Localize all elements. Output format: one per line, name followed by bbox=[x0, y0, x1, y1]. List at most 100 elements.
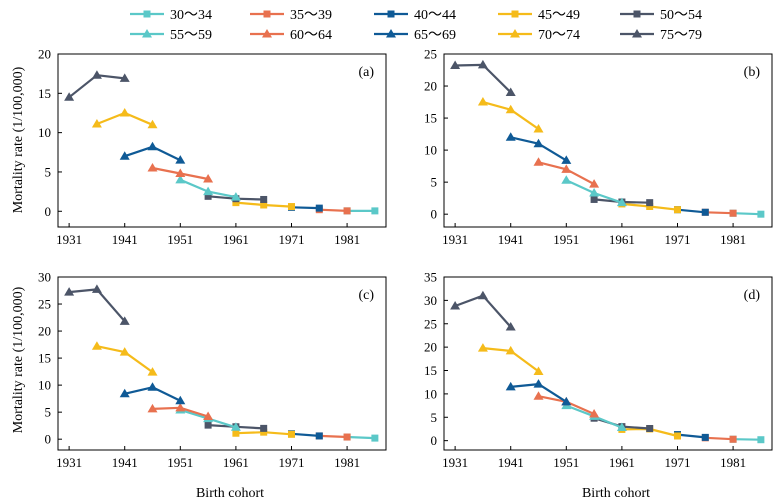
series-line bbox=[68, 288, 126, 323]
data-point bbox=[175, 168, 186, 178]
series bbox=[147, 402, 214, 420]
legend-marker bbox=[633, 10, 641, 18]
x-axis-title-left: Birth cohort bbox=[196, 486, 264, 501]
x-tick-label: 1971 bbox=[278, 232, 304, 247]
data-point bbox=[232, 199, 240, 207]
data-point bbox=[533, 366, 544, 375]
series-line bbox=[455, 63, 512, 94]
series bbox=[119, 382, 186, 405]
x-tick-label: 1961 bbox=[609, 455, 635, 470]
series bbox=[64, 284, 130, 325]
legend-marker bbox=[142, 29, 152, 38]
data-point bbox=[673, 432, 681, 440]
legend-label: 40～44 bbox=[414, 8, 456, 23]
legend-item: 45～49 bbox=[498, 8, 580, 23]
data-point bbox=[616, 197, 627, 207]
data-point bbox=[729, 209, 737, 217]
y-tick-label: 15 bbox=[424, 363, 437, 378]
data-point bbox=[561, 164, 572, 173]
data-point bbox=[119, 316, 130, 325]
series-line bbox=[291, 206, 320, 210]
series-line bbox=[319, 434, 348, 439]
data-point bbox=[230, 422, 241, 431]
legend-item: 30～34 bbox=[130, 8, 212, 23]
data-point bbox=[147, 163, 158, 172]
series-line bbox=[733, 212, 761, 216]
series bbox=[505, 132, 572, 164]
data-point bbox=[175, 155, 186, 164]
legend-label: 75～79 bbox=[660, 28, 702, 43]
y-tick-label: 0 bbox=[45, 432, 52, 447]
legend-item: 65～69 bbox=[374, 28, 456, 43]
data-point bbox=[147, 141, 158, 151]
data-point bbox=[533, 391, 544, 400]
panel-label: (b) bbox=[744, 65, 761, 80]
legend-label: 65～69 bbox=[414, 28, 456, 43]
data-point bbox=[561, 396, 572, 406]
series bbox=[561, 175, 627, 207]
data-point bbox=[203, 186, 214, 196]
y-tick-label: 20 bbox=[424, 340, 437, 355]
series-line bbox=[677, 433, 706, 439]
legend-marker bbox=[386, 29, 396, 38]
data-point bbox=[175, 402, 186, 412]
y-tick-label: 10 bbox=[424, 386, 437, 401]
y-tick-label: 5 bbox=[431, 410, 438, 425]
plot-frame bbox=[443, 53, 773, 228]
series-line bbox=[454, 294, 512, 328]
x-tick-label: 1951 bbox=[167, 455, 193, 470]
legend-marker bbox=[511, 10, 519, 18]
panel: 1931 1941 1951 1961 1971 1981 0 5 10 15 20 (a) bbox=[38, 47, 387, 247]
legend-label: 30～34 bbox=[170, 8, 212, 23]
y-tick-label: 0 bbox=[431, 433, 438, 448]
data-point bbox=[646, 202, 654, 210]
series bbox=[450, 290, 516, 331]
y-axis-title-bottom: Mortality rate (1/100,000) bbox=[11, 286, 26, 433]
data-point bbox=[371, 434, 379, 442]
x-tick-label: 1971 bbox=[664, 455, 690, 470]
x-tick-label: 1931 bbox=[56, 232, 82, 247]
legend-marker bbox=[143, 10, 151, 18]
data-point bbox=[701, 433, 709, 441]
y-tick-label: 25 bbox=[38, 297, 51, 312]
data-point bbox=[505, 322, 516, 331]
legend-label: 60～64 bbox=[290, 28, 332, 43]
data-point bbox=[505, 381, 516, 391]
data-point bbox=[230, 192, 241, 201]
data-point bbox=[477, 290, 488, 300]
y-tick-label: 25 bbox=[424, 316, 437, 331]
data-point bbox=[64, 287, 75, 296]
legend-item: 75～79 bbox=[620, 28, 702, 43]
series-line bbox=[291, 432, 320, 437]
x-tick-label: 1971 bbox=[664, 232, 690, 247]
y-tick-label: 15 bbox=[38, 86, 51, 101]
y-tick-label: 0 bbox=[431, 207, 438, 222]
legend-item: 55～59 bbox=[130, 28, 212, 43]
legend-label: 35～39 bbox=[290, 8, 332, 23]
data-point bbox=[561, 175, 572, 184]
series-line bbox=[677, 208, 706, 214]
data-point bbox=[505, 345, 516, 355]
data-point bbox=[203, 411, 214, 420]
legend-item: 40～44 bbox=[374, 8, 456, 23]
y-tick-label: 10 bbox=[38, 378, 51, 393]
y-tick-label: 20 bbox=[38, 47, 51, 62]
plot-frame bbox=[57, 53, 387, 228]
panel-label: (c) bbox=[358, 288, 374, 303]
x-tick-label: 1981 bbox=[720, 232, 746, 247]
data-point bbox=[505, 104, 516, 114]
data-point bbox=[757, 436, 765, 444]
legend-marker bbox=[387, 10, 395, 18]
data-point bbox=[119, 107, 130, 117]
legend-label: 45～49 bbox=[538, 8, 580, 23]
legend-label: 70～74 bbox=[538, 28, 580, 43]
y-tick-label: 30 bbox=[424, 293, 437, 308]
data-point bbox=[147, 367, 158, 376]
x-tick-label: 1951 bbox=[553, 455, 579, 470]
series bbox=[232, 199, 295, 211]
y-tick-label: 35 bbox=[424, 270, 437, 285]
data-point bbox=[450, 300, 461, 310]
y-tick-label: 0 bbox=[45, 204, 52, 219]
data-point bbox=[204, 421, 212, 429]
